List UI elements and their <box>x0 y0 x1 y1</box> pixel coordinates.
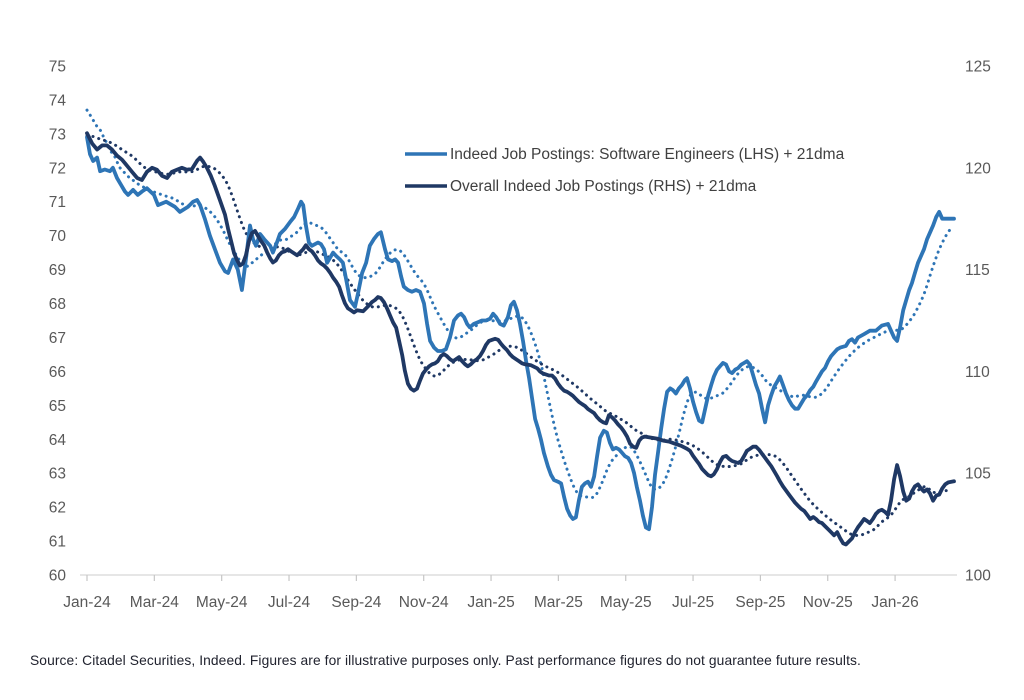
x-axis-tick-label: Jul-24 <box>268 594 311 611</box>
left-axis-tick-label: 60 <box>49 568 67 585</box>
right-axis-tick-label: 110 <box>965 364 990 381</box>
series-software-engineers-21dma-dotted <box>85 108 954 500</box>
series-software-engineers-line <box>85 135 956 532</box>
x-axis-tick-label: Sep-25 <box>735 594 785 611</box>
left-axis-tick-label: 69 <box>49 262 66 279</box>
left-axis-tick-label: 73 <box>49 126 66 143</box>
left-axis-tick-label: 66 <box>49 364 66 381</box>
left-axis-tick-label: 63 <box>49 466 66 483</box>
x-axis-tick-label: Jul-25 <box>672 594 714 611</box>
left-axis-tick-label: 64 <box>49 432 67 449</box>
left-axis-tick-label: 71 <box>49 194 66 211</box>
right-axis-tick-label: 120 <box>965 160 991 177</box>
x-axis-tick-label: Nov-24 <box>399 594 449 611</box>
x-axis-tick-label: Mar-25 <box>534 594 583 611</box>
left-axis-tick-label: 72 <box>49 160 66 177</box>
right-axis-tick-label: 100 <box>965 568 991 585</box>
x-axis-tick-label: Mar-24 <box>130 594 179 611</box>
left-axis-tick-label: 61 <box>49 534 66 551</box>
legend-label: Indeed Job Postings: Software Engineers … <box>450 146 845 163</box>
legend-label: Overall Indeed Job Postings (RHS) + 21dm… <box>450 178 757 195</box>
left-axis-tick-label: 74 <box>49 92 67 109</box>
x-axis-tick-label: Jan-25 <box>467 594 514 611</box>
x-axis-tick-label: Jan-24 <box>63 594 111 611</box>
left-axis-tick-label: 70 <box>49 228 67 245</box>
x-axis-tick-label: May-24 <box>196 594 248 611</box>
right-axis-tick-label: 125 <box>965 59 991 76</box>
x-axis-tick-label: Sep-24 <box>331 594 381 611</box>
right-axis-tick-label: 105 <box>965 466 991 483</box>
left-axis-tick-label: 62 <box>49 500 66 517</box>
series-overall-line <box>85 131 956 547</box>
left-axis-tick-label: 68 <box>49 296 66 313</box>
x-axis-tick-label: May-25 <box>600 594 652 611</box>
left-axis-tick-label: 75 <box>49 59 66 76</box>
right-axis-tick-label: 115 <box>965 262 990 279</box>
x-axis-tick-label: Nov-25 <box>803 594 853 611</box>
x-axis-tick-label: Jan-26 <box>871 594 918 611</box>
left-axis-tick-label: 67 <box>49 330 66 347</box>
source-note: Source: Citadel Securities, Indeed. Figu… <box>30 653 861 668</box>
left-axis-tick-label: 65 <box>49 398 66 415</box>
series-overall-21dma-dotted <box>85 133 954 537</box>
